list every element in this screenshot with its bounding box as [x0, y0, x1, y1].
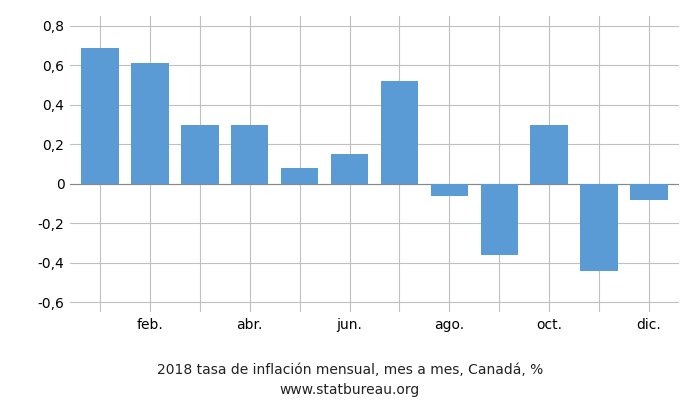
Bar	[630, 184, 668, 200]
Bar	[131, 63, 169, 184]
Bar	[181, 124, 218, 184]
Bar	[231, 124, 268, 184]
Bar	[481, 184, 518, 255]
Bar	[281, 168, 318, 184]
Bar	[381, 81, 418, 184]
Bar	[580, 184, 618, 270]
Bar	[430, 184, 468, 196]
Text: 2018 tasa de inflación mensual, mes a mes, Canadá, %: 2018 tasa de inflación mensual, mes a me…	[157, 363, 543, 377]
Bar	[331, 154, 368, 184]
Bar	[531, 124, 568, 184]
Bar	[81, 48, 119, 184]
Text: www.statbureau.org: www.statbureau.org	[280, 383, 420, 397]
